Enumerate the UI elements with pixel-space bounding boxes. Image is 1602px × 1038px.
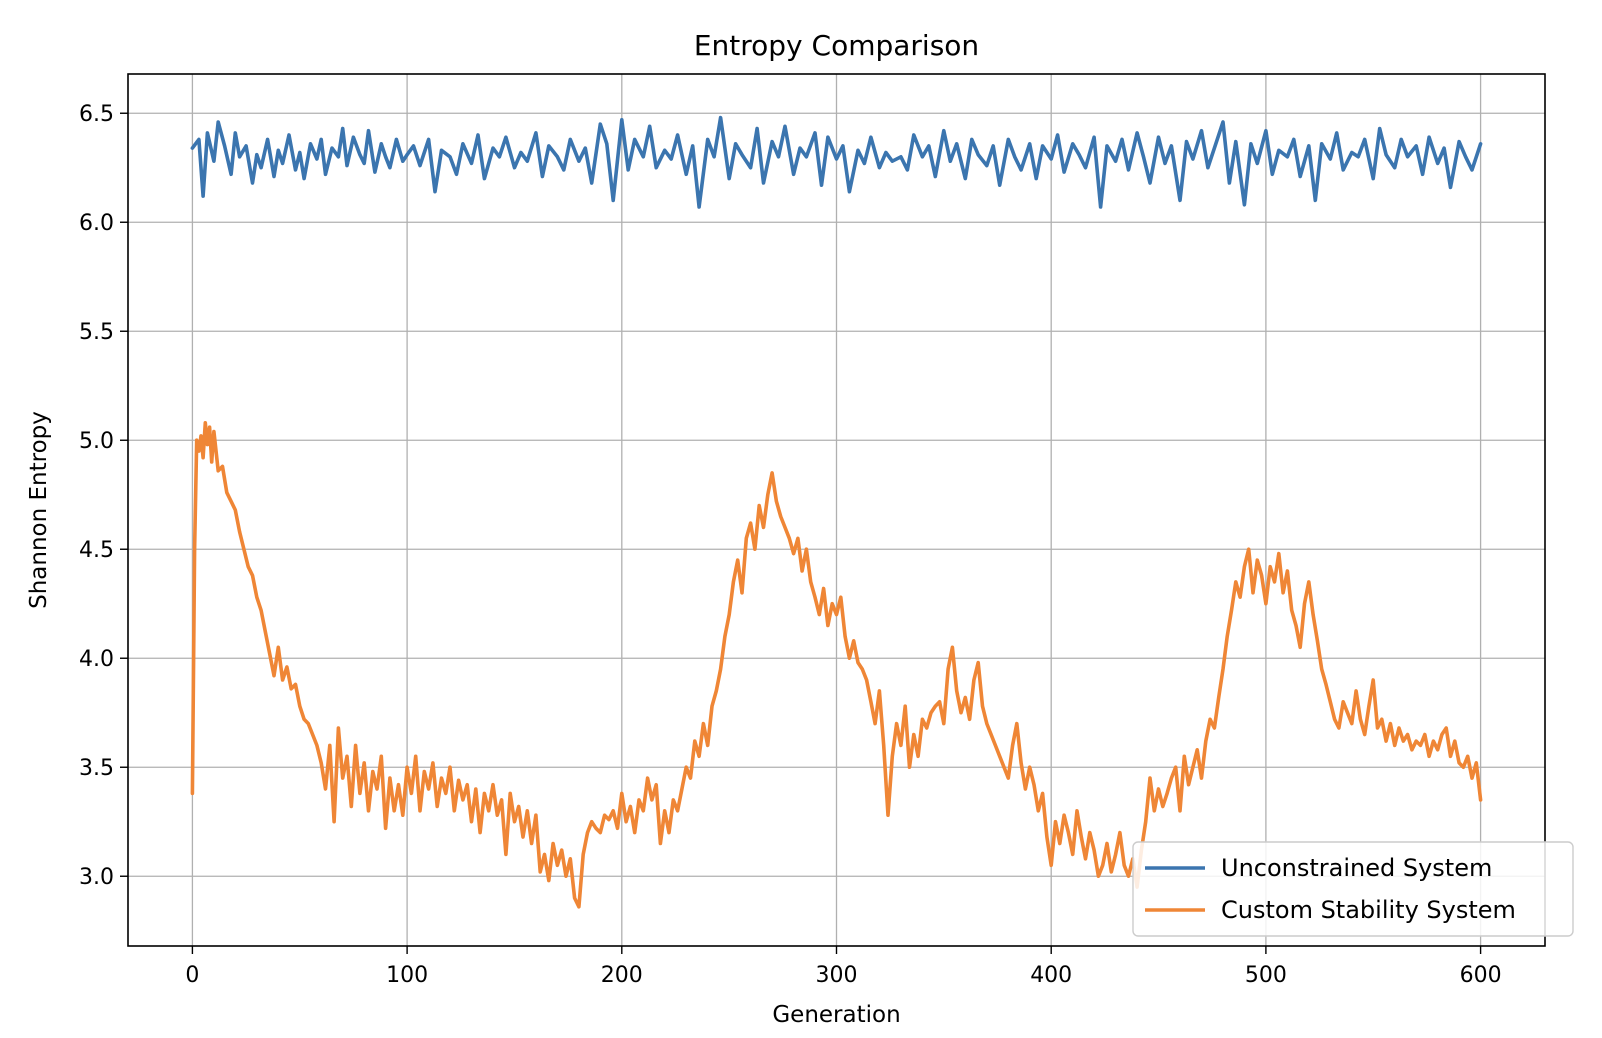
y-tick-label: 5.0	[79, 429, 114, 454]
x-axis-label: Generation	[772, 1002, 900, 1028]
tick-layer: 0 100 200 300 400 500 600 3.0 3.5 4.0 4.5 5.0 5.5 6.0…	[79, 102, 1502, 988]
chart-title: Entropy Comparison	[694, 29, 979, 62]
x-tick-label: 200	[601, 963, 643, 988]
x-tick-label: 500	[1245, 963, 1287, 988]
x-tick-label: 400	[1030, 963, 1072, 988]
series-line-0	[190, 115, 1483, 209]
legend: Unconstrained System Custom Stability Sys…	[1132, 841, 1574, 937]
y-tick-label: 3.5	[79, 756, 114, 781]
y-tick-label: 3.0	[79, 865, 114, 890]
x-tick-label: 100	[386, 963, 428, 988]
y-tick-label: 6.0	[79, 211, 114, 236]
x-tick-label: 600	[1460, 963, 1502, 988]
legend-label-0: Unconstrained System	[1221, 854, 1492, 882]
x-tick-label: 300	[816, 963, 858, 988]
y-axis-label: Shannon Entropy	[26, 411, 52, 609]
y-tick-label: 4.0	[79, 647, 114, 672]
x-tick-label: 0	[185, 963, 199, 988]
y-tick-label: 5.5	[79, 320, 114, 345]
legend-box	[1132, 841, 1574, 937]
series-layer	[190, 115, 1483, 909]
legend-label-1: Custom Stability System	[1221, 896, 1516, 924]
y-tick-label: 6.5	[79, 102, 114, 127]
y-tick-label: 4.5	[79, 538, 114, 563]
series-line-1	[190, 420, 1483, 909]
